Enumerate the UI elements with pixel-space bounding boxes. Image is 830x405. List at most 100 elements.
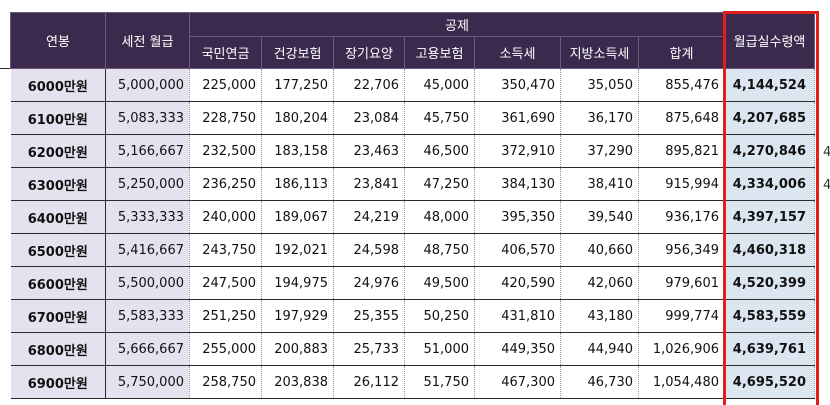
pension-cell: 258,750 xyxy=(189,365,262,399)
salary-cell: 6600만원 xyxy=(10,266,106,300)
local-income-tax-cell: 35,050 xyxy=(560,68,639,102)
employment-insurance-cell: 48,000 xyxy=(404,200,475,234)
gross-monthly-cell: 5,583,333 xyxy=(105,299,190,333)
pension-cell: 243,750 xyxy=(189,233,262,267)
header-local-income-tax: 지방소득세 xyxy=(560,36,639,69)
net-monthly-cell: 4,334,006 xyxy=(724,167,815,201)
local-income-tax-cell: 37,290 xyxy=(560,134,639,168)
local-income-tax-cell: 36,170 xyxy=(560,101,639,135)
table-row: 6800만원 5,666,667 255,000 200,883 25,733 51,00… xyxy=(10,332,815,366)
table-row: 6900만원 5,750,000 258,750 203,838 26,112 51,75… xyxy=(10,365,815,399)
deduction-total-cell: 956,349 xyxy=(638,233,725,267)
pension-cell: 251,250 xyxy=(189,299,262,333)
header-health-insurance: 건강보험 xyxy=(261,36,334,69)
net-monthly-cell: 4,520,399 xyxy=(724,266,815,300)
gross-monthly-cell: 5,083,333 xyxy=(105,101,190,135)
salary-cell: 6800만원 xyxy=(10,332,106,366)
long-term-care-cell: 24,598 xyxy=(333,233,405,267)
health-insurance-cell: 186,113 xyxy=(261,167,334,201)
employment-insurance-cell: 50,250 xyxy=(404,299,475,333)
local-income-tax-cell: 43,180 xyxy=(560,299,639,333)
table-row: 6100만원 5,083,333 228,750 180,204 23,084 45,75… xyxy=(10,101,815,135)
table-body: 6000만원 5,000,000 225,000 177,250 22,706 45,00… xyxy=(10,68,815,399)
net-monthly-cell: 4,695,520 xyxy=(724,365,815,399)
long-term-care-cell: 25,733 xyxy=(333,332,405,366)
clipped-cell-text: 4 xyxy=(823,178,830,193)
long-term-care-cell: 23,084 xyxy=(333,101,405,135)
income-tax-cell: 395,350 xyxy=(474,200,561,234)
net-monthly-cell: 4,460,318 xyxy=(724,233,815,267)
table-row: 6500만원 5,416,667 243,750 192,021 24,598 48,75… xyxy=(10,233,815,267)
salary-cell: 6300만원 xyxy=(10,167,106,201)
employment-insurance-cell: 47,250 xyxy=(404,167,475,201)
local-income-tax-cell: 40,660 xyxy=(560,233,639,267)
local-income-tax-cell: 46,730 xyxy=(560,365,639,399)
header-long-term-care: 장기요양 xyxy=(333,36,405,69)
employment-insurance-cell: 45,750 xyxy=(404,101,475,135)
long-term-care-cell: 24,219 xyxy=(333,200,405,234)
income-tax-cell: 372,910 xyxy=(474,134,561,168)
deduction-total-cell: 875,648 xyxy=(638,101,725,135)
income-tax-cell: 449,350 xyxy=(474,332,561,366)
deduction-total-cell: 895,821 xyxy=(638,134,725,168)
pension-cell: 225,000 xyxy=(189,68,262,102)
long-term-care-cell: 22,706 xyxy=(333,68,405,102)
health-insurance-cell: 192,021 xyxy=(261,233,334,267)
header-income-tax: 소득세 xyxy=(474,36,561,69)
long-term-care-cell: 23,463 xyxy=(333,134,405,168)
income-tax-cell: 467,300 xyxy=(474,365,561,399)
table-header: 연봉 세전 월급 공제 월급실수령액 국민연금 건강보험 장기요양 고용보험 소… xyxy=(10,12,815,69)
local-income-tax-cell: 39,540 xyxy=(560,200,639,234)
gross-monthly-cell: 5,166,667 xyxy=(105,134,190,168)
table-row: 6300만원 5,250,000 236,250 186,113 23,841 47,25… xyxy=(10,167,815,201)
gross-monthly-cell: 5,666,667 xyxy=(105,332,190,366)
employment-insurance-cell: 51,750 xyxy=(404,365,475,399)
employment-insurance-cell: 48,750 xyxy=(404,233,475,267)
salary-table: 연봉 세전 월급 공제 월급실수령액 국민연금 건강보험 장기요양 고용보험 소… xyxy=(10,12,815,399)
income-tax-cell: 361,690 xyxy=(474,101,561,135)
long-term-care-cell: 23,841 xyxy=(333,167,405,201)
pension-cell: 232,500 xyxy=(189,134,262,168)
gridline-left xyxy=(0,68,10,69)
deduction-total-cell: 1,026,906 xyxy=(638,332,725,366)
health-insurance-cell: 183,158 xyxy=(261,134,334,168)
gross-monthly-cell: 5,750,000 xyxy=(105,365,190,399)
employment-insurance-cell: 45,000 xyxy=(404,68,475,102)
salary-cell: 6700만원 xyxy=(10,299,106,333)
gross-monthly-cell: 5,000,000 xyxy=(105,68,190,102)
net-monthly-cell: 4,270,846 xyxy=(724,134,815,168)
deduction-total-cell: 855,476 xyxy=(638,68,725,102)
salary-cell: 6100만원 xyxy=(10,101,106,135)
income-tax-cell: 431,810 xyxy=(474,299,561,333)
employment-insurance-cell: 49,500 xyxy=(404,266,475,300)
net-monthly-cell: 4,583,559 xyxy=(724,299,815,333)
header-employment-insurance: 고용보험 xyxy=(404,36,475,69)
gross-monthly-cell: 5,416,667 xyxy=(105,233,190,267)
health-insurance-cell: 180,204 xyxy=(261,101,334,135)
header-pension: 국민연금 xyxy=(189,36,262,69)
long-term-care-cell: 24,976 xyxy=(333,266,405,300)
health-insurance-cell: 189,067 xyxy=(261,200,334,234)
health-insurance-cell: 194,975 xyxy=(261,266,334,300)
health-insurance-cell: 203,838 xyxy=(261,365,334,399)
local-income-tax-cell: 38,410 xyxy=(560,167,639,201)
gross-monthly-cell: 5,333,333 xyxy=(105,200,190,234)
salary-cell: 6500만원 xyxy=(10,233,106,267)
clipped-cell-text: 4 xyxy=(823,145,830,160)
table-row: 6200만원 5,166,667 232,500 183,158 23,463 46,50… xyxy=(10,134,815,168)
net-monthly-cell: 4,207,685 xyxy=(724,101,815,135)
net-monthly-cell: 4,397,157 xyxy=(724,200,815,234)
table-row: 6600만원 5,500,000 247,500 194,975 24,976 49,50… xyxy=(10,266,815,300)
long-term-care-cell: 26,112 xyxy=(333,365,405,399)
pension-cell: 255,000 xyxy=(189,332,262,366)
gross-monthly-cell: 5,250,000 xyxy=(105,167,190,201)
header-deductions-group: 공제 xyxy=(189,12,725,37)
salary-table-container: 연봉 세전 월급 공제 월급실수령액 국민연금 건강보험 장기요양 고용보험 소… xyxy=(10,12,815,399)
income-tax-cell: 350,470 xyxy=(474,68,561,102)
long-term-care-cell: 25,355 xyxy=(333,299,405,333)
salary-cell: 6900만원 xyxy=(10,365,106,399)
pension-cell: 236,250 xyxy=(189,167,262,201)
gross-monthly-cell: 5,500,000 xyxy=(105,266,190,300)
income-tax-cell: 406,570 xyxy=(474,233,561,267)
employment-insurance-cell: 51,000 xyxy=(404,332,475,366)
